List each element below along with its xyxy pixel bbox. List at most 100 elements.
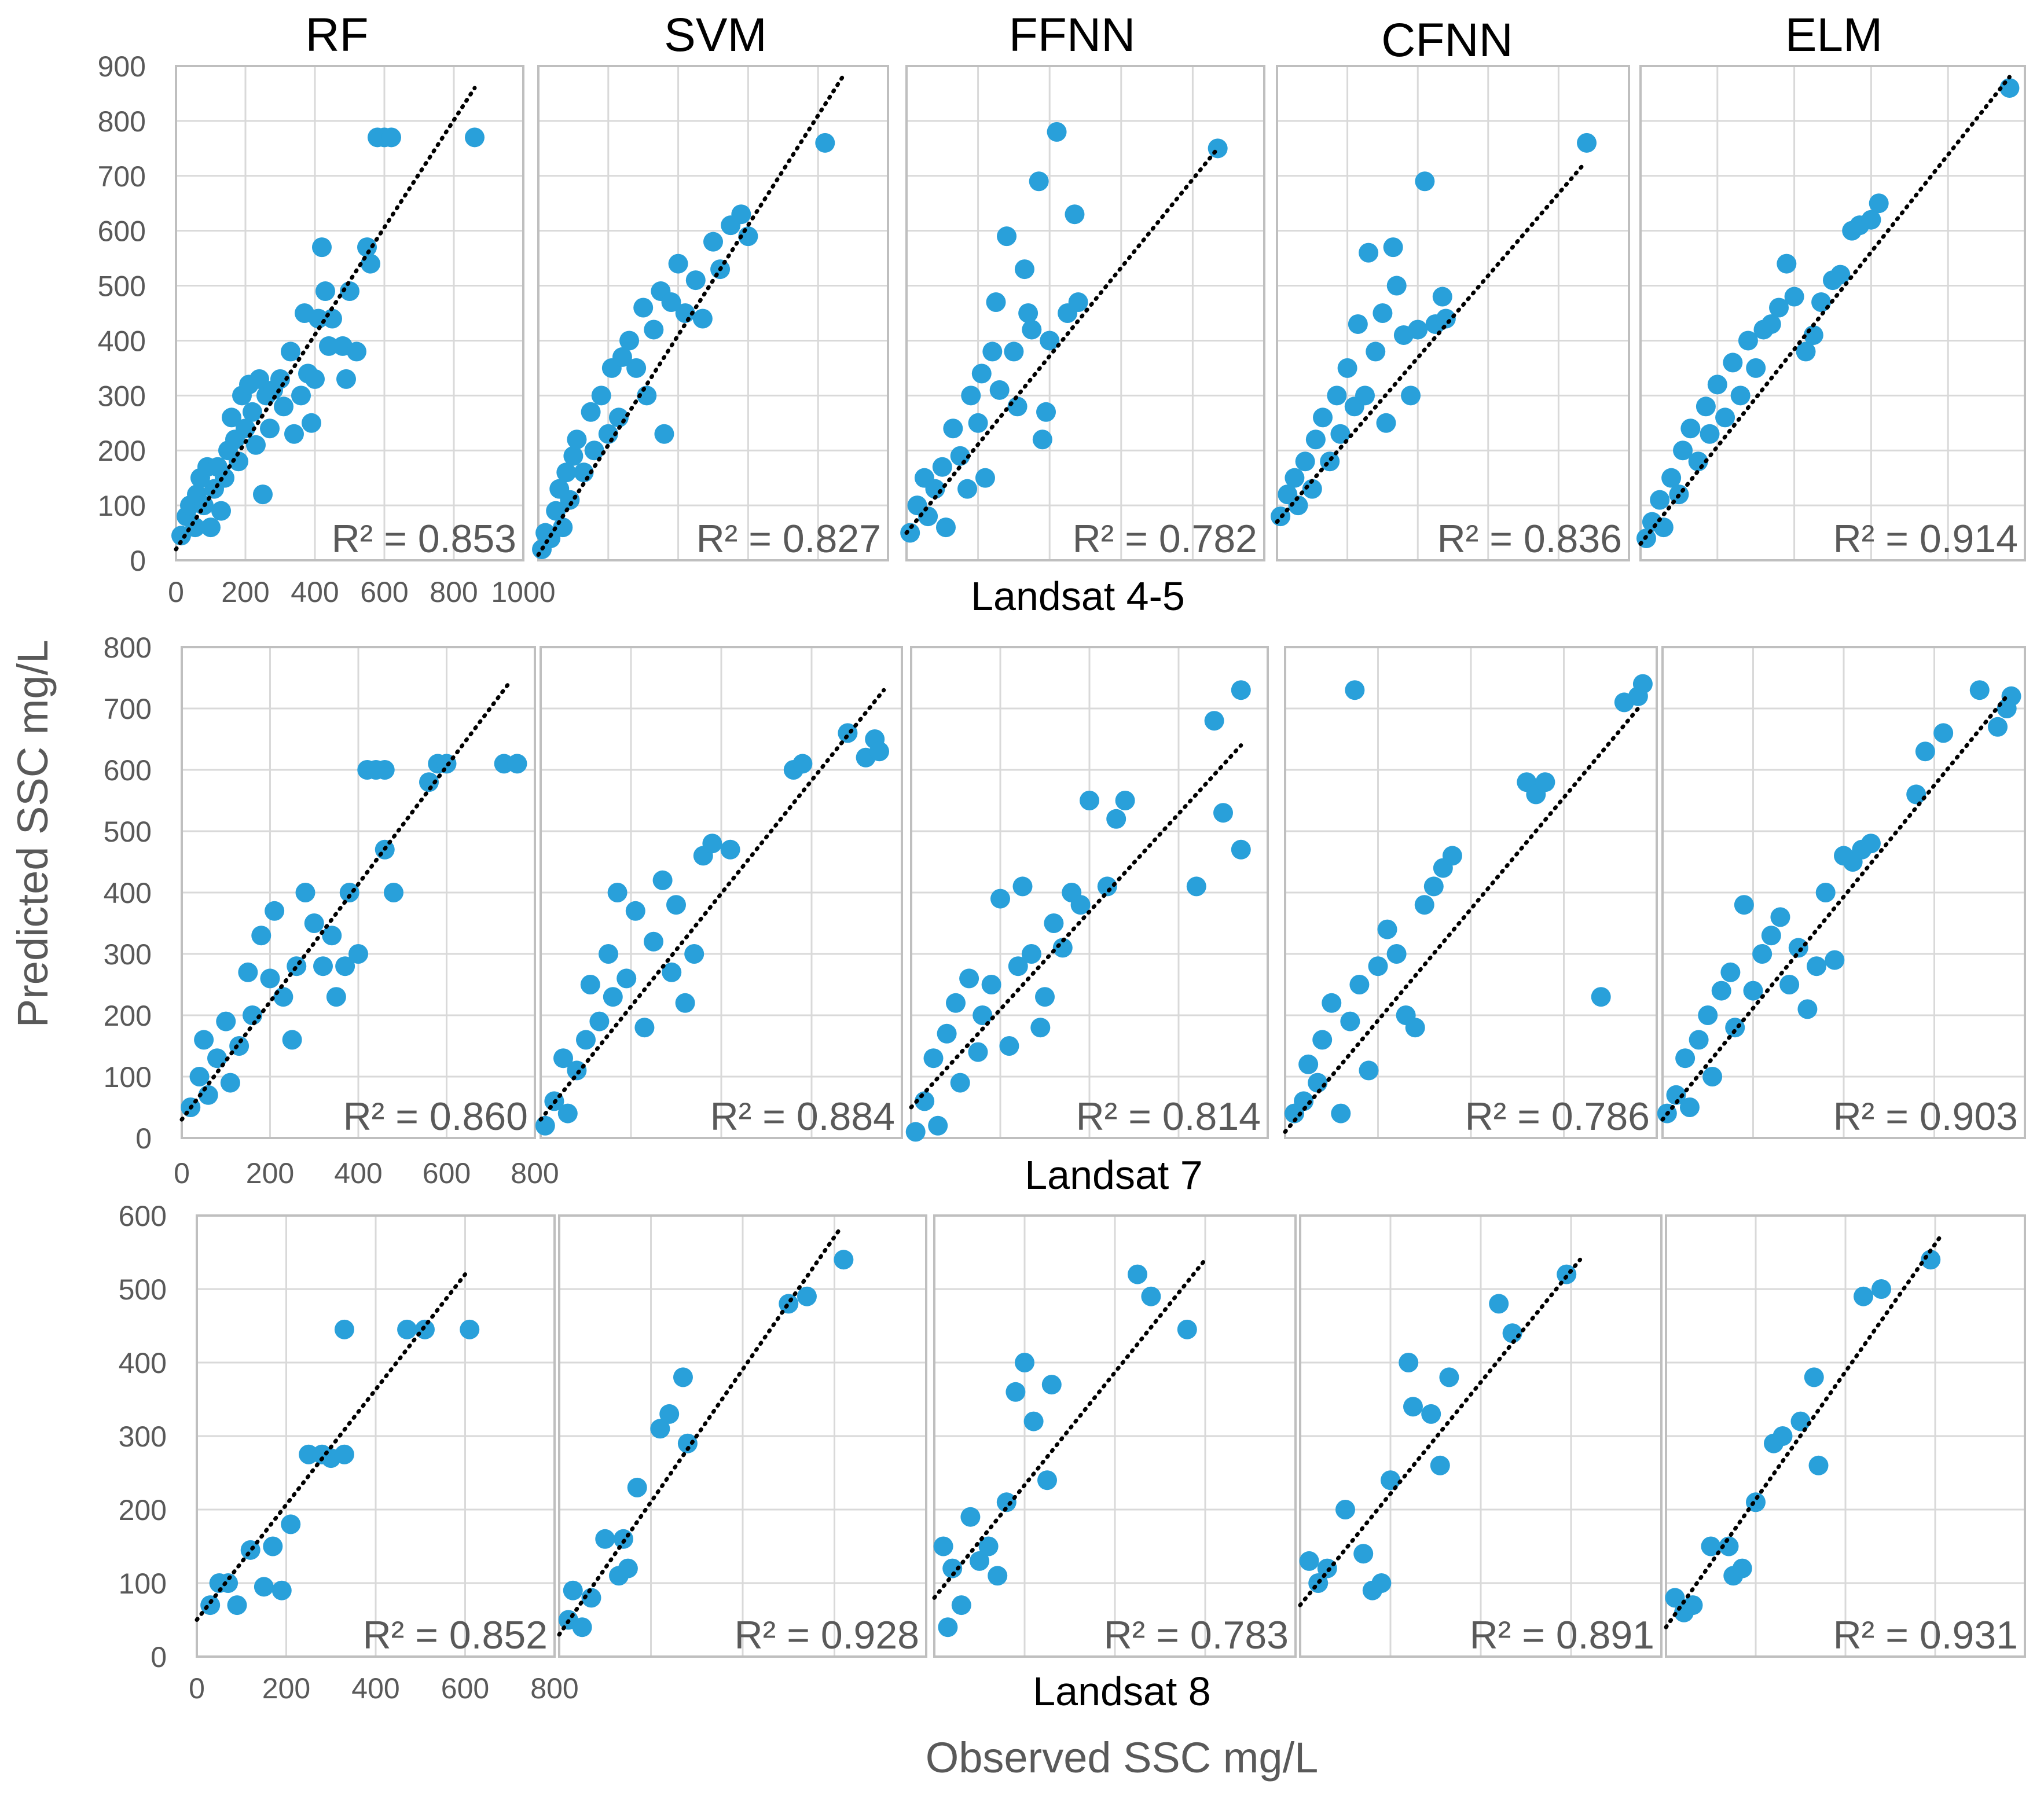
row3-cfnn-point-14	[1502, 1323, 1522, 1343]
row3-svm-point-14	[797, 1286, 817, 1306]
row1-svm-r2-label: R² = 0.827	[696, 517, 881, 561]
row2-rf-point-29	[419, 772, 439, 792]
row3-svm-point-9	[650, 1419, 670, 1439]
row1-elm-point-20	[1777, 254, 1797, 274]
row1-rf-point-21	[246, 435, 266, 455]
row1-ffnn-point-20	[1014, 259, 1034, 280]
row1-ffnn-point-14	[982, 342, 1003, 362]
row1-cfnn-point-13	[1348, 314, 1368, 334]
row3-elm-point-15	[1921, 1250, 1941, 1270]
row2-svm-point-4	[567, 1060, 587, 1081]
row1-ffnn-point-25	[1036, 402, 1056, 422]
row1-rf-point-28	[274, 396, 293, 417]
row1-ffnn-point-23	[1029, 171, 1049, 192]
row2-rf-point-5	[216, 1011, 236, 1031]
row1-rf-y-tick-9: 900	[98, 50, 146, 83]
row1-svm-point-9	[567, 429, 587, 450]
row3-elm-point-2	[1683, 1595, 1703, 1616]
row2-rf-point-13	[273, 987, 293, 1007]
row2-svm-trendline	[538, 688, 886, 1122]
row1-rf-y-tick-8: 800	[98, 105, 146, 138]
row2-cfnn-trendline	[1283, 706, 1641, 1134]
row2-ffnn-point-29	[1231, 680, 1251, 700]
row2-cfnn-point-16	[1423, 876, 1444, 897]
row2-ffnn-point-12	[999, 1036, 1019, 1056]
row1-elm-point-22	[1796, 342, 1816, 362]
row3-rf-point-16	[460, 1319, 480, 1339]
row2-elm-point-17	[1797, 999, 1818, 1019]
row2-rf-x-tick-1: 200	[246, 1157, 294, 1189]
row1-cfnn-point-2	[1285, 468, 1305, 488]
row2-ffnn-trendline	[909, 743, 1243, 1110]
row1-rf-point-50	[465, 127, 485, 148]
row2-rf-y-tick-8: 800	[104, 632, 152, 664]
row1-rf-y-tick-5: 500	[98, 270, 146, 303]
row3-rf-y-tick-4: 400	[119, 1347, 167, 1379]
row1-ffnn-point-0	[900, 523, 920, 543]
row3-rf-x-tick-3: 600	[441, 1672, 489, 1705]
row1-ffnn-point-29	[1065, 204, 1085, 225]
row1-cfnn-point-4	[1295, 451, 1315, 472]
row2-ffnn-point-0	[905, 1122, 926, 1142]
row1-ffnn-point-30	[1068, 292, 1088, 313]
row2-svm-point-15	[652, 870, 673, 890]
row1-cfnn-point-24	[1415, 171, 1435, 192]
row3-elm-point-0	[1665, 1588, 1685, 1608]
row1-svm-point-30	[703, 232, 723, 252]
row1-elm-point-7	[1680, 418, 1701, 439]
row2-ffnn-point-27	[1204, 711, 1224, 731]
row2-cfnn-point-4	[1312, 1030, 1333, 1050]
row3-rf-y-tick-1: 100	[119, 1567, 167, 1600]
row3-svm-point-1	[563, 1580, 583, 1600]
row1-elm-point-13	[1723, 353, 1743, 373]
row1-ffnn-point-21	[1018, 303, 1038, 323]
row3-elm-point-7	[1746, 1492, 1766, 1512]
row2-cfnn-point-15	[1414, 895, 1434, 915]
row2-elm-point-18	[1807, 956, 1827, 976]
row2-rf-x-tick-0: 0	[174, 1157, 190, 1189]
row1-cfnn-point-15	[1359, 243, 1379, 263]
row2-cfnn-point-7	[1340, 1011, 1360, 1031]
row3-rf-point-13	[334, 1444, 354, 1464]
row2-elm-point-14	[1770, 907, 1790, 927]
row3-rf-point-8	[281, 1514, 301, 1534]
row2-svm-point-18	[675, 993, 695, 1013]
row1-ffnn-point-26	[1040, 331, 1060, 351]
row2-cfnn-r2-label: R² = 0.786	[1465, 1095, 1650, 1139]
row1-cfnn-frame	[1276, 65, 1630, 561]
row2-svm-point-11	[616, 968, 637, 989]
row2-elm-point-12	[1752, 944, 1773, 964]
row2-elm-point-13	[1761, 926, 1781, 946]
row2-rf-point-16	[295, 883, 315, 902]
row1-rf-y-tick-4: 400	[98, 325, 146, 357]
row1-rf-point-35	[305, 369, 325, 389]
row1-rf-point-27	[270, 369, 290, 389]
row3-ffnn-frame	[933, 1214, 1297, 1658]
row3-ffnn-point-9	[1006, 1382, 1026, 1402]
model-title-elm: ELM	[1785, 9, 1883, 61]
row1-cfnn-point-19	[1383, 237, 1403, 258]
row1-ffnn-point-27	[1047, 122, 1067, 142]
row2-rf-point-21	[335, 956, 355, 976]
row2-rf-trendline	[179, 682, 511, 1122]
row3-cfnn-point-4	[1353, 1544, 1374, 1564]
row1-rf-trendline	[174, 86, 477, 552]
row2-elm-point-6	[1702, 1067, 1723, 1086]
row2-rf-point-1	[189, 1067, 210, 1086]
row3-elm-point-10	[1790, 1411, 1811, 1431]
row3-svm-point-4	[595, 1529, 615, 1549]
row1-svm-point-17	[612, 347, 632, 367]
row2-cfnn-point-23	[1591, 987, 1611, 1007]
row1-rf-y-tick-6: 600	[98, 215, 146, 248]
row2-rf-point-14	[282, 1030, 302, 1050]
row1-ffnn-point-7	[943, 418, 963, 439]
row1-cfnn-point-28	[1577, 133, 1597, 153]
row2-ffnn-point-17	[1035, 987, 1055, 1007]
row2-rf-x-tick-2: 400	[334, 1157, 382, 1189]
row1-elm-point-10	[1700, 424, 1720, 444]
row2-cfnn-point-9	[1359, 1060, 1379, 1081]
row1-cfnn-point-11	[1337, 358, 1357, 378]
row3-ffnn-point-16	[1177, 1319, 1197, 1339]
row3-ffnn-trendline	[932, 1257, 1208, 1600]
